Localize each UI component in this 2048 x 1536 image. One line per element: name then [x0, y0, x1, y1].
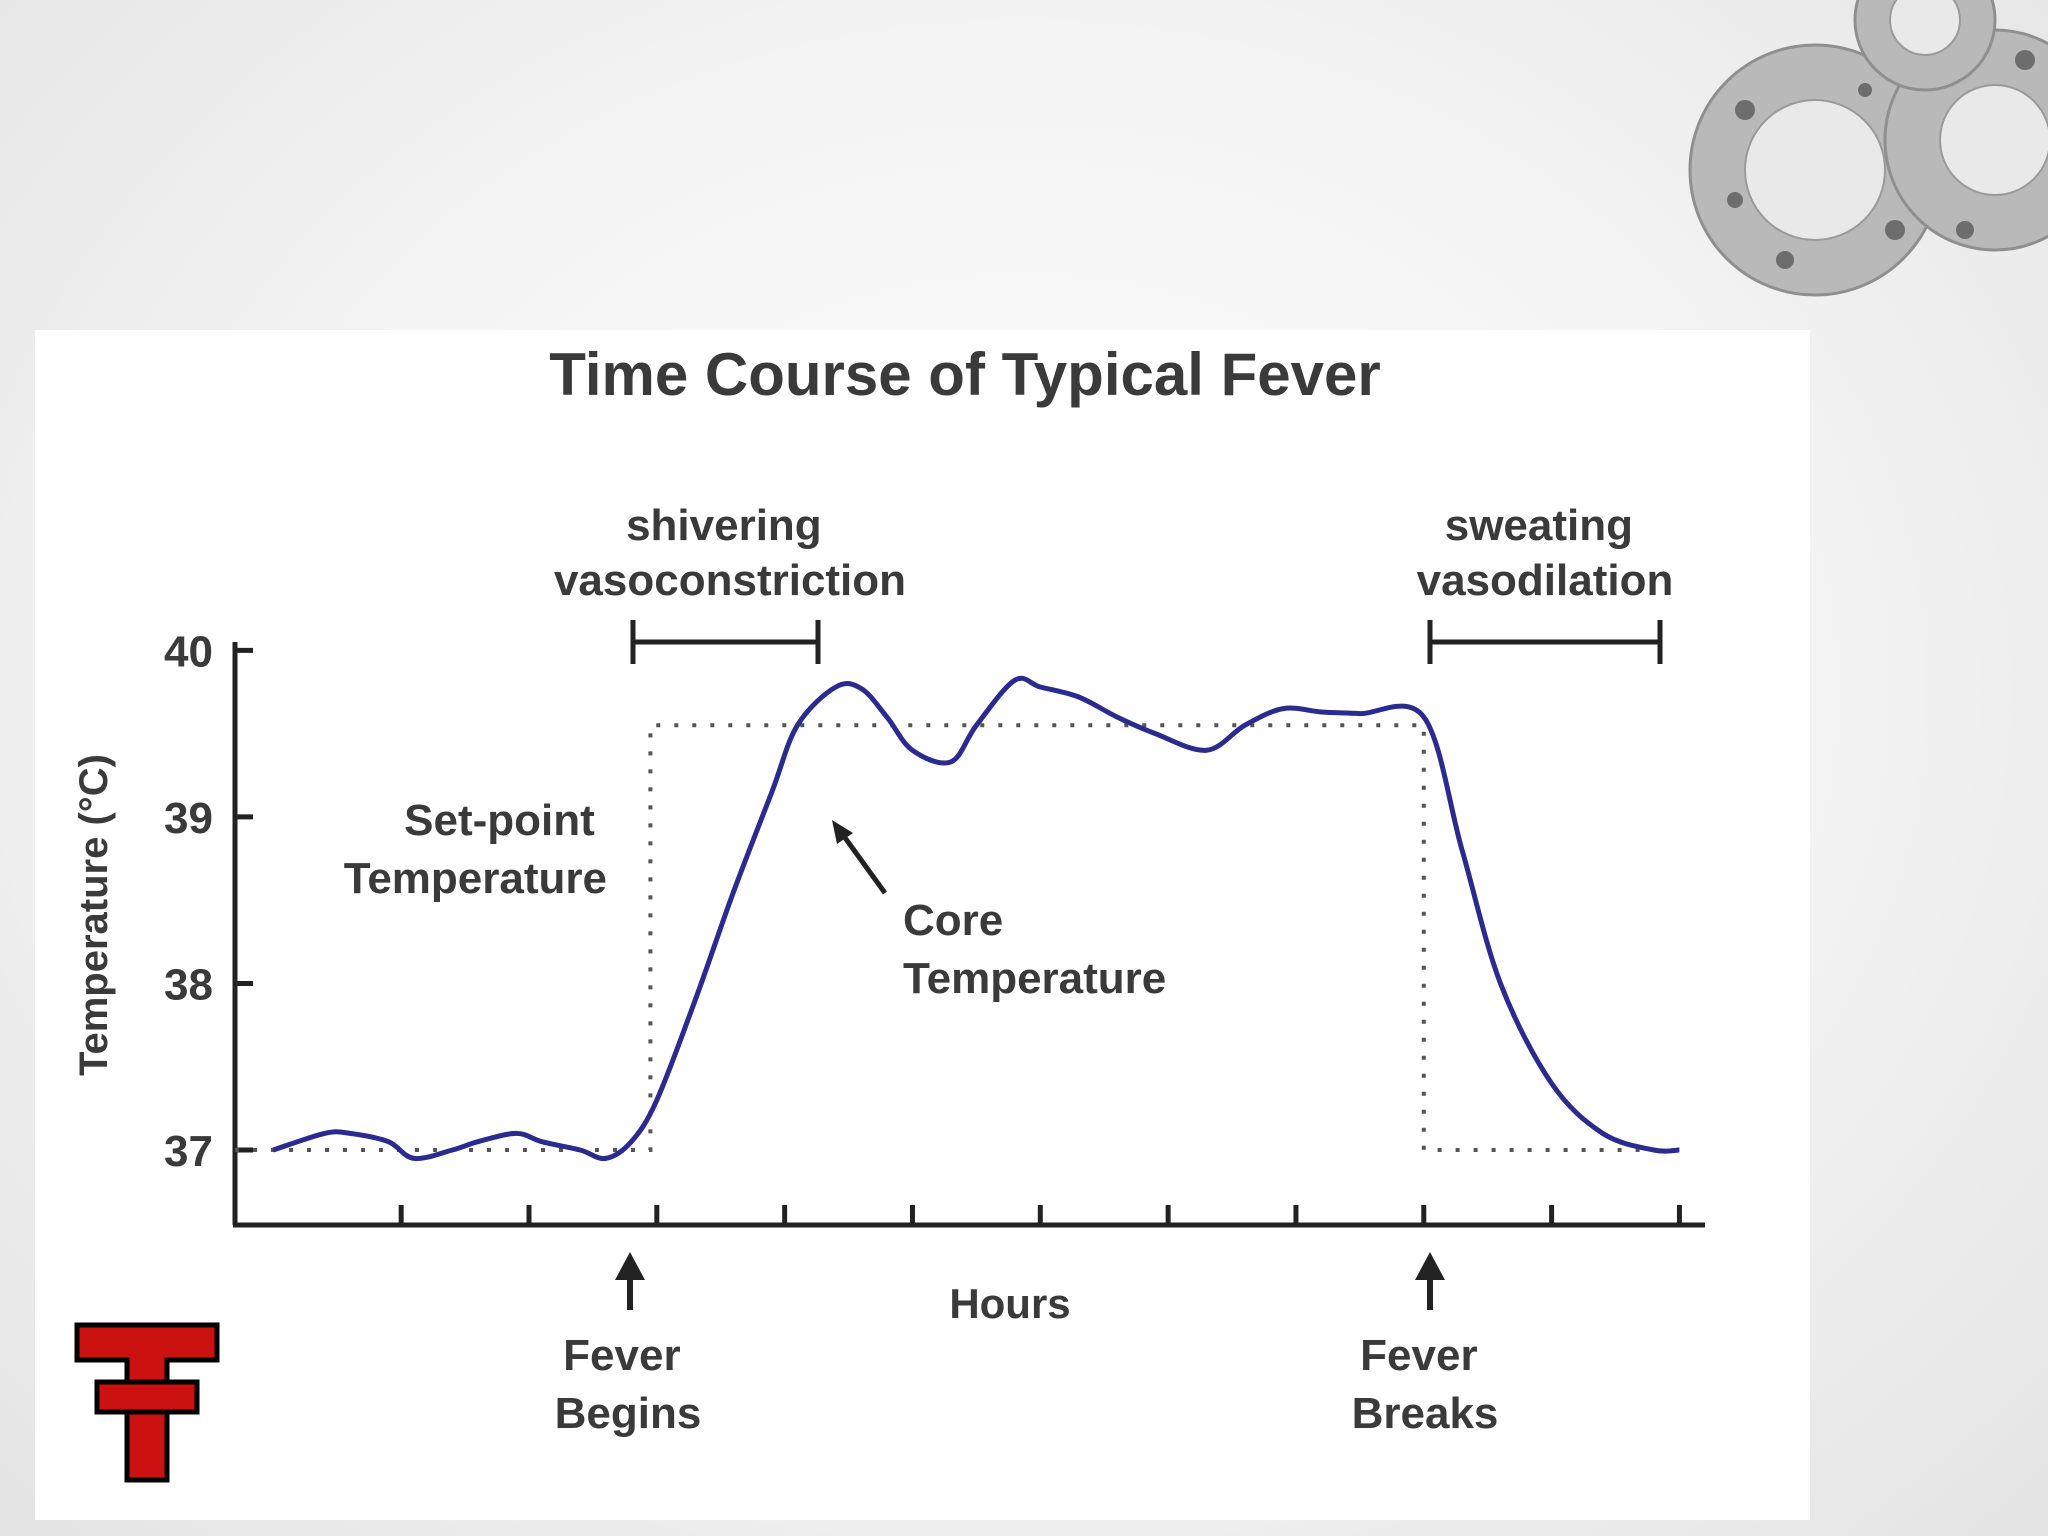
y-tick-label: 39: [164, 794, 213, 843]
chart-title: Time Course of Typical Fever: [549, 341, 1380, 408]
y-tick-label: 40: [164, 627, 213, 676]
fever-breaks-label-line2: Breaks: [1352, 1389, 1499, 1438]
shivering-label-line2: vasoconstriction: [554, 556, 906, 605]
svg-text:sweating vasodilation: sweating vasodilation: [1417, 501, 1674, 605]
shivering-bracket: [630, 620, 821, 664]
core-label-line2: Temperature: [903, 954, 1166, 1003]
core-temperature-line: [272, 675, 1680, 1162]
set-point-line: [235, 723, 1680, 1152]
shivering-label-line1: shivering: [626, 501, 822, 550]
fever-breaks-arrow: [1415, 1252, 1445, 1310]
y-axis-label: Temperature (°C): [72, 754, 116, 1076]
svg-text:Set-point Temperature: Set-point Temperature: [344, 796, 607, 903]
svg-text:Core Temperature: Core Temperature: [903, 896, 1166, 1003]
core-label-line1: Core: [903, 896, 1003, 945]
svg-text:Fever Begins: Fever Begins: [555, 1331, 702, 1438]
svg-text:shivering vasoconstricti: shivering vasoconstriction: [554, 501, 906, 605]
x-axis-label: Hours: [949, 1280, 1070, 1327]
double-t-logo: [74, 1322, 220, 1483]
set-point-label-line2: Temperature: [344, 854, 607, 903]
y-tick-label: 38: [164, 960, 213, 1009]
fever-breaks-label-line1: Fever: [1360, 1331, 1477, 1380]
fever-begins-label-line2: Begins: [555, 1389, 702, 1438]
chart-panel: [35, 330, 1810, 1520]
core-pointer-arrowhead: [832, 820, 853, 844]
fever-chart: Time Course of Typical Fever Temperature…: [72, 341, 1705, 1438]
y-tick-label: 37: [164, 1127, 213, 1176]
svg-text:Fever Breaks: Fever Breaks: [1352, 1331, 1499, 1438]
y-ticks: 37 38 39 40: [164, 627, 253, 1176]
set-point-label-line1: Set-point: [404, 796, 595, 845]
core-pointer-arrow: [840, 833, 888, 895]
sweating-label-line2: vasodilation: [1417, 556, 1674, 605]
fever-begins-label-line1: Fever: [563, 1331, 680, 1380]
gears-graphic: [1688, 0, 2048, 297]
x-ticks: [398, 1205, 1682, 1225]
sweating-label-line1: sweating: [1445, 501, 1633, 550]
sweating-bracket: [1427, 620, 1663, 664]
fever-begins-arrow: [615, 1252, 645, 1310]
